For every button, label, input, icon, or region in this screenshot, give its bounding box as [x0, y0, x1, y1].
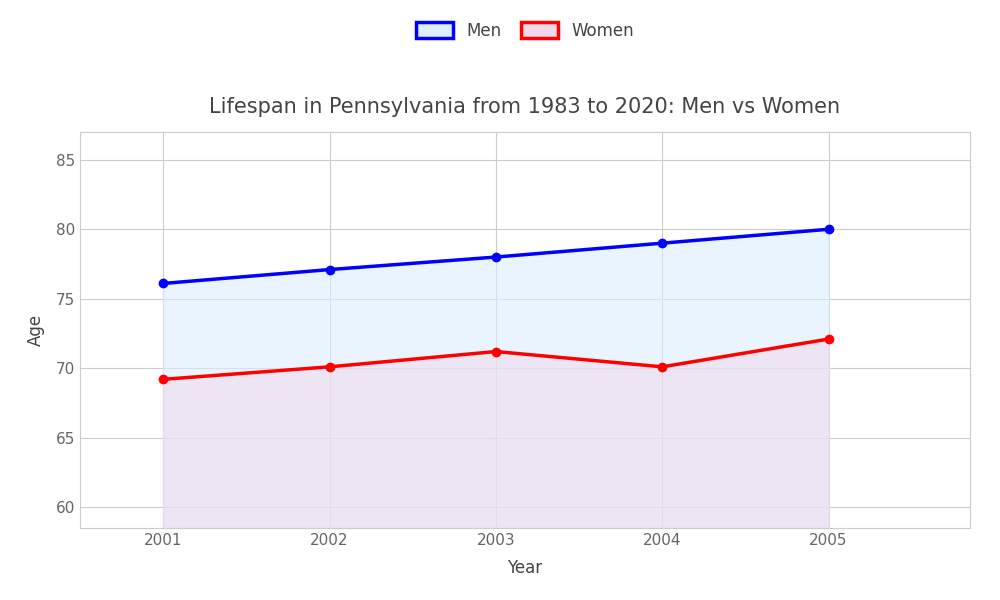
X-axis label: Year: Year	[507, 559, 543, 577]
Title: Lifespan in Pennsylvania from 1983 to 2020: Men vs Women: Lifespan in Pennsylvania from 1983 to 20…	[209, 97, 841, 116]
Y-axis label: Age: Age	[27, 314, 45, 346]
Legend: Men, Women: Men, Women	[408, 14, 642, 48]
